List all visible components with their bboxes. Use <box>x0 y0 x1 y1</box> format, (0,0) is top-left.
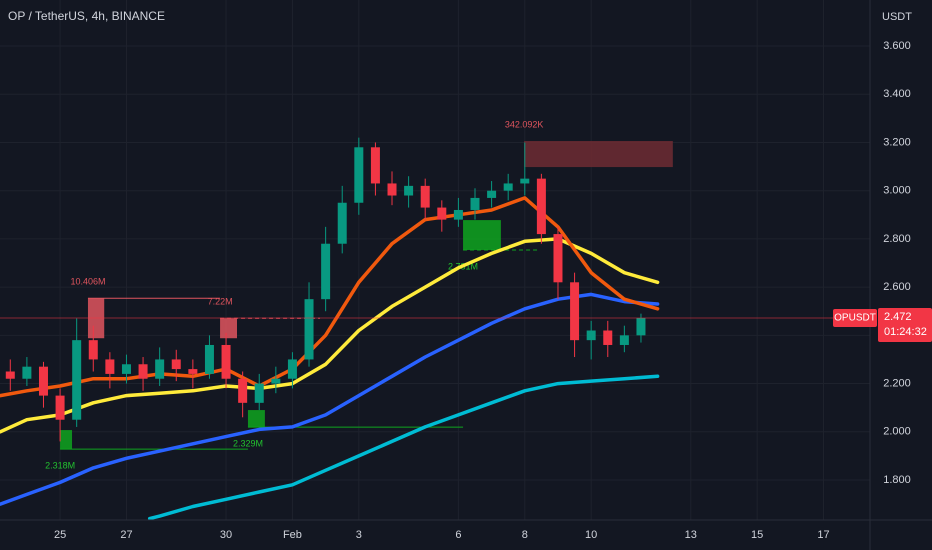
candle-body <box>138 364 148 379</box>
candle-body <box>238 378 248 403</box>
x-tick-label: 25 <box>54 529 66 541</box>
symbol-tag-label: OPUSDT <box>834 313 876 324</box>
candle-body <box>520 178 530 184</box>
candle-body <box>38 366 48 396</box>
candle-body <box>55 395 65 420</box>
y-tick-label: 2.600 <box>883 281 911 293</box>
candle-body <box>420 185 430 208</box>
ema-line <box>0 237 660 434</box>
x-tick-label: 13 <box>685 529 697 541</box>
candle-body <box>453 209 463 220</box>
candle-body <box>586 330 596 341</box>
zone <box>60 430 73 450</box>
candle-body <box>470 197 480 210</box>
x-tick-label: Feb <box>283 529 302 541</box>
candle-body <box>553 234 563 283</box>
zone <box>220 318 238 339</box>
y-tick-label: 1.800 <box>883 474 911 486</box>
candle-body <box>570 282 580 341</box>
y-tick-label: 3.400 <box>883 88 911 100</box>
candle-body <box>88 340 98 360</box>
candle-body <box>354 147 364 203</box>
candle-body <box>287 359 297 379</box>
candle-body <box>603 330 613 345</box>
y-tick-label: 3.600 <box>883 40 911 52</box>
candle-body <box>254 383 264 403</box>
candle-body <box>5 371 15 379</box>
axes: 1.8002.0002.2002.4002.6002.8003.0003.200… <box>54 40 932 541</box>
y-tick-label: 2.800 <box>883 233 911 245</box>
x-tick-label: 8 <box>522 529 528 541</box>
ema-line <box>147 374 660 521</box>
candle-body <box>437 207 447 220</box>
candle-body <box>404 185 414 196</box>
x-tick-label: 17 <box>817 529 829 541</box>
candle-body <box>503 183 513 191</box>
candle-body <box>72 340 82 420</box>
candle-body <box>387 183 397 196</box>
price-tag-label: 2.472 <box>884 311 912 323</box>
candle-body <box>155 359 165 379</box>
zone-label: 2.329M <box>233 439 263 449</box>
candle-body <box>271 378 281 384</box>
ema-line <box>0 292 660 506</box>
candle-body <box>171 359 181 370</box>
chart-title: OP / TetherUS, 4h, BINANCE <box>8 9 165 23</box>
y-tick-label: 3.200 <box>883 136 911 148</box>
candle-body <box>487 190 497 198</box>
zone-label: 2.318M <box>45 460 75 470</box>
axis-unit: USDT <box>882 11 912 23</box>
zone-label: 342.092K <box>505 119 544 129</box>
candle-body <box>188 369 198 374</box>
candle-body <box>204 344 214 374</box>
y-tick-label: 2.000 <box>883 426 911 438</box>
candle-body <box>221 344 231 379</box>
candle-body <box>636 317 646 336</box>
candle-body <box>619 335 629 345</box>
zone <box>524 141 673 168</box>
y-tick-label: 2.200 <box>883 377 911 389</box>
zone <box>247 410 265 428</box>
x-tick-label: 3 <box>356 529 362 541</box>
x-tick-label: 27 <box>120 529 132 541</box>
candle-body <box>370 147 380 184</box>
x-tick-label: 6 <box>455 529 461 541</box>
countdown-label: 01:24:32 <box>884 326 927 338</box>
ema-line <box>0 196 660 398</box>
x-tick-label: 15 <box>751 529 763 541</box>
grid <box>0 0 870 520</box>
candle-body <box>337 202 347 244</box>
y-tick-label: 3.000 <box>883 185 911 197</box>
zone-label: 7.22M <box>208 297 233 307</box>
candle-body <box>105 359 115 374</box>
candle-body <box>321 243 331 300</box>
candle-body <box>536 178 546 235</box>
candle-body <box>121 364 131 374</box>
zone-label: 10.406M <box>70 277 105 287</box>
candle-body <box>22 366 32 379</box>
x-tick-label: 30 <box>220 529 232 541</box>
candle-body <box>304 299 314 360</box>
x-tick-label: 10 <box>585 529 597 541</box>
zone <box>463 220 501 250</box>
symbol-tag <box>833 308 877 327</box>
price-tag <box>878 307 932 342</box>
